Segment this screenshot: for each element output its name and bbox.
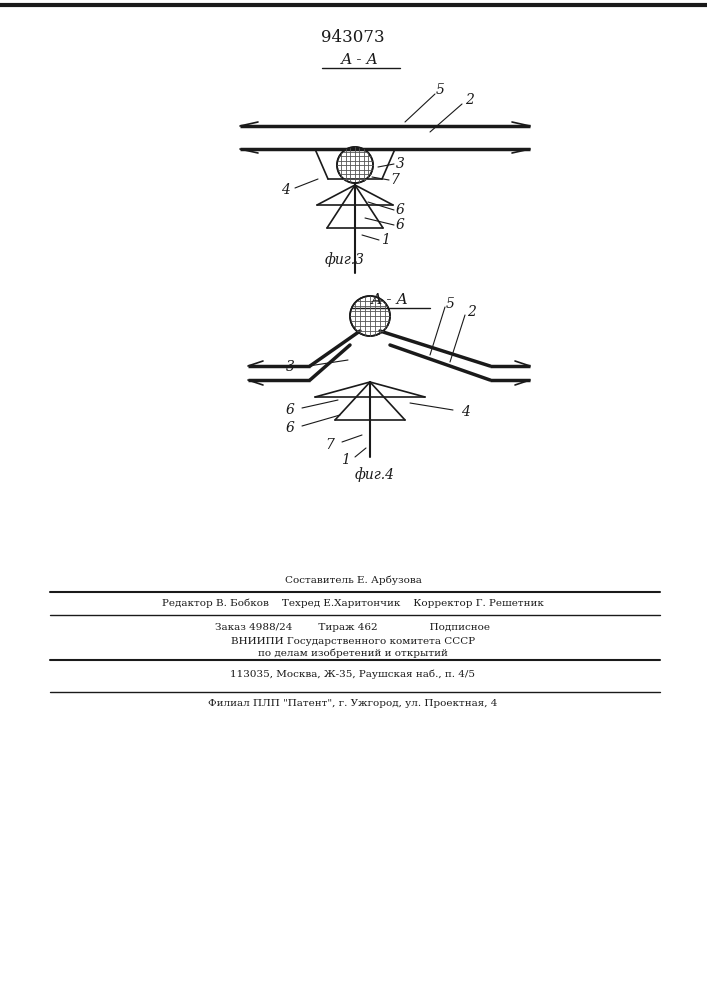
Text: 3: 3 [286,360,294,374]
Text: 4: 4 [281,183,289,197]
Text: Редактор В. Бобков    Техред Е.Харитончик    Корректор Г. Решетник: Редактор В. Бобков Техред Е.Харитончик К… [162,598,544,608]
Text: 6: 6 [395,203,404,217]
Text: 6: 6 [286,421,294,435]
Text: 6: 6 [286,403,294,417]
Text: Филиал ПЛП "Патент", г. Ужгород, ул. Проектная, 4: Филиал ПЛП "Патент", г. Ужгород, ул. Про… [209,698,498,708]
Text: Заказ 4988/24        Тираж 462                Подписное: Заказ 4988/24 Тираж 462 Подписное [216,622,491,632]
Text: 4: 4 [460,405,469,419]
Text: фиг.4: фиг.4 [355,468,395,482]
Text: 5: 5 [436,83,445,97]
Text: 6: 6 [395,218,404,232]
Text: А - А: А - А [371,293,409,307]
Text: 5: 5 [445,297,455,311]
Text: А - А: А - А [341,53,379,67]
Text: ВНИИПИ Государственного комитета СССР: ВНИИПИ Государственного комитета СССР [231,638,475,647]
Text: 113035, Москва, Ж-35, Раушская наб., п. 4/5: 113035, Москва, Ж-35, Раушская наб., п. … [230,669,476,679]
Text: по делам изобретений и открытий: по делам изобретений и открытий [258,648,448,658]
Text: 2: 2 [467,305,477,319]
Text: 1: 1 [380,233,390,247]
Text: 943073: 943073 [321,28,385,45]
Circle shape [350,296,390,336]
Text: 7: 7 [325,438,334,452]
Text: фиг.3: фиг.3 [325,253,365,267]
Text: Составитель Е. Арбузова: Составитель Е. Арбузова [284,575,421,585]
Text: 2: 2 [466,93,474,107]
Text: 3: 3 [395,157,404,171]
Text: 1: 1 [341,453,349,467]
Circle shape [337,147,373,183]
Text: 7: 7 [390,173,399,187]
